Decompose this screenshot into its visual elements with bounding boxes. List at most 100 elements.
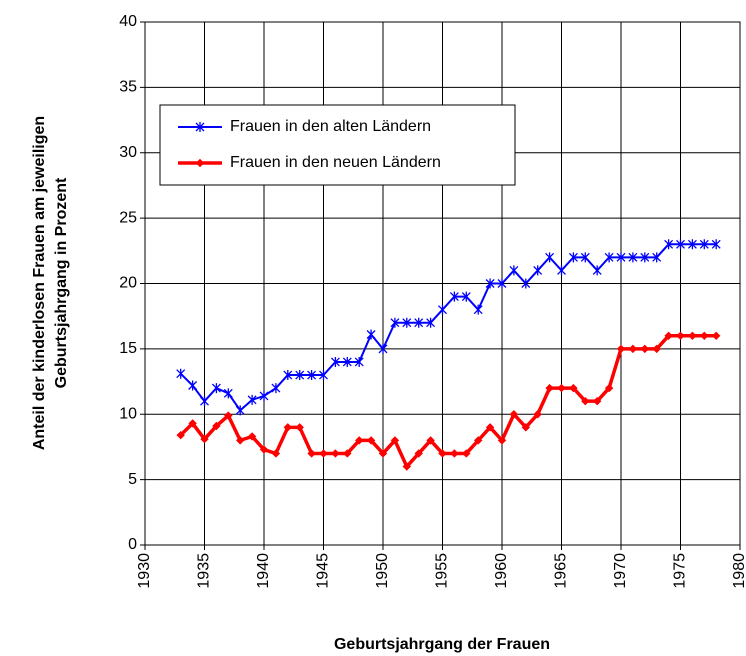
marker (188, 419, 197, 428)
marker (700, 331, 709, 341)
marker (652, 344, 661, 354)
marker (211, 383, 221, 394)
marker (676, 239, 685, 250)
marker (533, 410, 542, 419)
marker (414, 449, 423, 458)
y-tick-label: 0 (128, 536, 137, 553)
marker (330, 356, 340, 367)
marker (307, 370, 317, 381)
marker (509, 265, 519, 276)
y-tick-label: 35 (119, 79, 137, 96)
x-tick-label: 1955 (434, 553, 451, 589)
x-tick-label: 1930 (136, 553, 153, 589)
marker (557, 383, 566, 393)
x-tick-label: 1945 (315, 553, 332, 589)
marker (271, 449, 281, 458)
marker (188, 380, 198, 391)
marker (343, 449, 352, 458)
marker (195, 122, 205, 132)
marker (283, 423, 293, 432)
marker (342, 356, 352, 367)
marker (295, 423, 304, 432)
marker (521, 278, 531, 289)
x-tick-label: 1935 (196, 553, 213, 589)
marker (676, 331, 685, 341)
marker (378, 449, 388, 458)
marker (604, 252, 614, 263)
marker (604, 383, 614, 393)
marker (640, 344, 650, 354)
marker (688, 331, 697, 341)
marker (568, 252, 578, 263)
marker (450, 449, 459, 458)
x-axis-label: Geburtsjahrgang der Frauen (334, 636, 550, 653)
marker (176, 430, 185, 440)
marker (640, 252, 650, 263)
y-tick-label: 25 (119, 209, 137, 226)
marker (473, 304, 483, 315)
marker (319, 449, 328, 458)
marker (402, 462, 412, 471)
marker (699, 239, 709, 250)
marker (580, 252, 590, 263)
legend-label: Frauen in den neuen Ländern (230, 154, 441, 171)
marker (195, 158, 205, 168)
marker (497, 278, 507, 289)
marker (414, 317, 424, 328)
marker (271, 383, 281, 394)
y-tick-label: 40 (119, 13, 137, 30)
marker (449, 291, 459, 302)
y-axis-label: Geburtsjahrgang in Prozent (53, 177, 70, 388)
marker (592, 265, 602, 276)
series-line (179, 243, 717, 412)
marker (473, 436, 483, 445)
marker (247, 394, 257, 405)
y-tick-label: 10 (119, 405, 137, 422)
marker (402, 317, 412, 328)
marker (497, 436, 507, 445)
marker (533, 265, 543, 276)
marker (307, 449, 316, 458)
marker (426, 436, 435, 445)
marker (581, 396, 590, 406)
marker (711, 239, 721, 250)
marker (247, 432, 257, 441)
marker (283, 370, 293, 381)
x-tick-label: 1975 (672, 553, 689, 589)
plot-border (144, 21, 741, 546)
marker (366, 329, 376, 340)
marker (354, 436, 364, 445)
marker (319, 370, 328, 381)
y-tick-label: 5 (128, 471, 137, 488)
marker (664, 239, 674, 250)
marker (485, 423, 495, 432)
series-line (179, 334, 717, 470)
marker (628, 344, 638, 354)
marker (545, 383, 554, 393)
marker (200, 434, 209, 444)
marker (592, 396, 602, 406)
x-tick-label: 1965 (553, 553, 570, 589)
marker (331, 449, 340, 458)
marker (426, 317, 436, 328)
marker (545, 252, 555, 263)
marker (711, 331, 721, 341)
marker (687, 239, 697, 250)
marker (438, 304, 447, 315)
marker (628, 252, 638, 263)
x-tick-label: 1970 (612, 553, 629, 589)
x-tick-label: 1940 (255, 553, 272, 589)
marker (235, 405, 245, 416)
y-tick-label: 20 (119, 275, 137, 292)
marker (557, 265, 566, 276)
marker (390, 317, 400, 328)
x-tick-label: 1960 (493, 553, 510, 589)
marker (223, 388, 233, 399)
marker (354, 356, 364, 367)
y-tick-label: 15 (119, 340, 137, 357)
legend-box (159, 104, 516, 186)
marker (521, 423, 531, 432)
y-tick-label: 30 (119, 144, 137, 161)
marker (438, 449, 447, 458)
